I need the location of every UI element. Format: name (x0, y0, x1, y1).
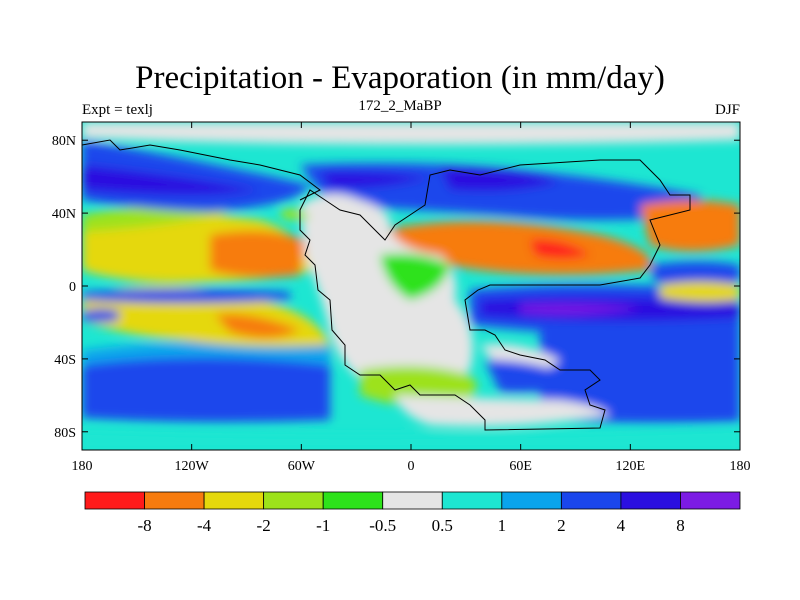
precip-evap-field (82, 122, 740, 450)
colorbar-label: 2 (557, 516, 566, 535)
colorbar-swatch (203, 491, 265, 510)
colorbar-label: -8 (137, 516, 151, 535)
colorbar-label: -2 (257, 516, 271, 535)
experiment-label: Expt = texlj (82, 102, 153, 118)
colorbar-label: -4 (197, 516, 212, 535)
x-tick-label: 120W (175, 459, 210, 474)
colorbar-label: -0.5 (369, 516, 396, 535)
colorbar: -8 -4 -2 -1 -0.5 0.5 1 2 4 8 (84, 491, 741, 535)
longitude-axis: 180 120W 60W 0 60E 120E 180 (72, 122, 751, 474)
y-tick-label: 40S (54, 353, 76, 368)
colorbar-swatch (680, 491, 741, 510)
colorbar-swatch (84, 491, 145, 510)
colorbar-swatch (620, 491, 681, 510)
colorbar-swatch (322, 491, 384, 510)
y-tick-label: 80N (52, 134, 76, 149)
x-tick-label: 0 (408, 459, 415, 474)
x-tick-label: 120E (616, 459, 646, 474)
colorbar-label: 4 (617, 516, 626, 535)
colorbar-label: 1 (498, 516, 507, 535)
x-tick-label: 180 (730, 459, 751, 474)
colorbar-swatch (382, 491, 443, 510)
map-title: Precipitation - Evaporation (in mm/day) (135, 60, 665, 96)
y-tick-label: 80S (54, 426, 76, 441)
colorbar-swatch (501, 491, 562, 510)
y-tick-label: 0 (69, 280, 76, 295)
colorbar-swatch (144, 491, 205, 510)
colorbar-label: -1 (316, 516, 330, 535)
x-tick-label: 60E (509, 459, 532, 474)
season-label: DJF (714, 102, 740, 118)
y-tick-label: 40N (52, 207, 76, 222)
colorbar-label: 8 (676, 516, 685, 535)
colorbar-label: 0.5 (432, 516, 453, 535)
x-tick-label: 60W (288, 459, 316, 474)
colorbar-swatch (441, 491, 503, 510)
time-label: 172_2_MaBP (358, 98, 442, 114)
colorbar-swatch (560, 491, 622, 510)
colorbar-swatch (263, 491, 324, 510)
x-tick-label: 180 (72, 459, 93, 474)
latitude-axis: 80N 40N 0 40S 80S (52, 134, 740, 441)
